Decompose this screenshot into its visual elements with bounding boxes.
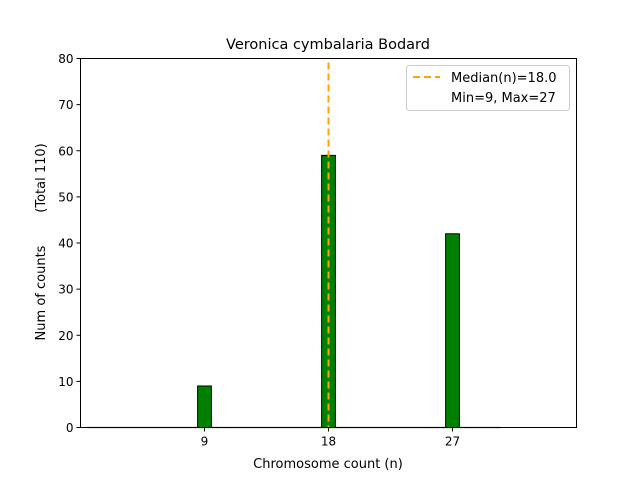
y-tick-label: 60	[58, 144, 73, 158]
bar-27	[445, 233, 460, 428]
y-axis-label-total: (Total 110)	[34, 143, 49, 212]
y-tick-label: 10	[58, 375, 73, 389]
y-tick-label: 40	[58, 237, 73, 251]
y-tick-label: 20	[58, 329, 73, 343]
x-tick-label: 27	[445, 435, 460, 449]
legend: Median(n)=18.0 Min=9, Max=27	[406, 65, 570, 111]
y-tick-label: 50	[58, 190, 73, 204]
bar-9	[197, 385, 212, 428]
y-axis-label: Num of counts	[34, 245, 49, 340]
y-tick-label: 80	[58, 52, 73, 66]
y-tick-label: 0	[66, 421, 74, 435]
chart-title: Veronica cymbalaria Bodard	[226, 37, 430, 53]
y-tick-label: 70	[58, 98, 73, 112]
legend-minmax-label: Min=9, Max=27	[451, 91, 556, 106]
x-tick-label: 9	[201, 435, 209, 449]
legend-box	[406, 65, 570, 111]
y-tick-label: 30	[58, 283, 73, 297]
x-axis-label: Chromosome count (n)	[253, 457, 403, 472]
x-tick-label: 18	[321, 435, 336, 449]
legend-median-label: Median(n)=18.0	[451, 71, 557, 86]
